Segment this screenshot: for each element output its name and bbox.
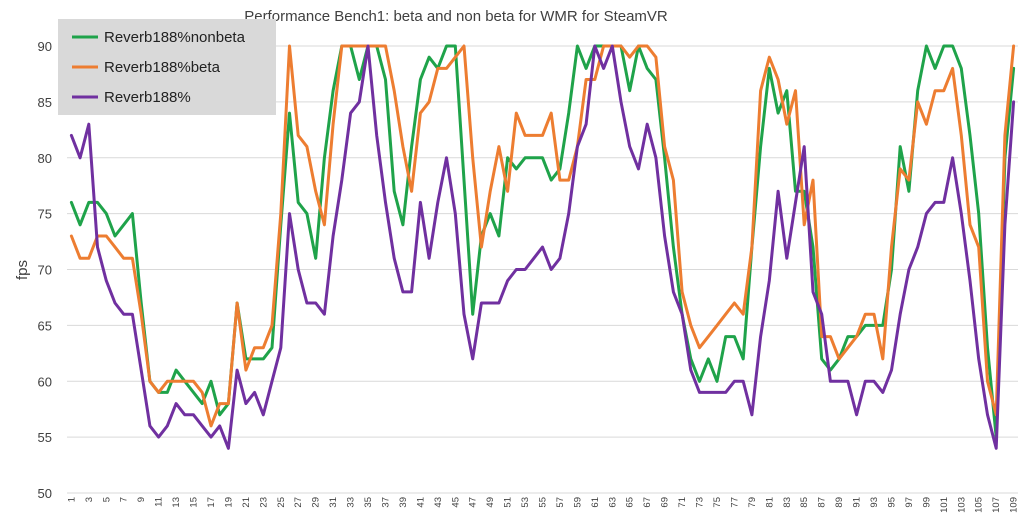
x-tick-label: 47 (468, 497, 479, 508)
y-tick-label: 70 (38, 263, 52, 278)
x-tick-label: 11 (154, 497, 165, 507)
x-tick-label: 5 (101, 497, 112, 502)
y-tick-label: 85 (38, 95, 52, 110)
x-tick-label: 91 (852, 497, 863, 508)
x-tick-label: 39 (398, 497, 409, 508)
y-tick-label: 65 (38, 318, 52, 333)
x-tick-label: 101 (939, 497, 950, 513)
x-tick-label: 51 (503, 497, 514, 508)
y-axis-label: fps (14, 260, 31, 280)
x-tick-label: 87 (817, 497, 828, 508)
x-tick-label: 27 (293, 497, 304, 508)
x-tick-label: 63 (607, 497, 618, 508)
x-tick-label: 79 (747, 497, 758, 508)
legend-item: Reverb188%nonbeta (72, 29, 246, 46)
x-tick-label: 99 (921, 497, 932, 508)
x-tick-label: 1 (66, 497, 77, 502)
x-tick-label: 107 (991, 497, 1002, 513)
x-tick-label: 53 (520, 497, 531, 508)
y-tick-label: 80 (38, 151, 52, 166)
x-tick-label: 31 (328, 497, 339, 508)
x-tick-label: 43 (433, 497, 444, 508)
x-tick-label: 71 (677, 497, 688, 508)
x-tick-label: 69 (660, 497, 671, 508)
x-tick-label: 95 (886, 497, 897, 508)
x-tick-label: 45 (450, 497, 461, 508)
x-tick-label: 109 (1009, 497, 1020, 513)
x-tick-label: 17 (206, 497, 217, 508)
series-line-3 (69, 44, 1016, 450)
x-tick-label: 33 (346, 497, 357, 508)
x-tick-label: 37 (380, 497, 391, 508)
x-tick-label: 35 (363, 497, 374, 508)
x-tick-label: 21 (241, 497, 252, 508)
x-tick-label: 77 (729, 497, 740, 508)
x-tick-label: 65 (625, 497, 636, 508)
x-tick-label: 67 (642, 497, 653, 508)
legend-label: Reverb188% (104, 89, 191, 106)
x-tick-label: 49 (485, 497, 496, 508)
legend-item: Reverb188%beta (72, 59, 221, 76)
y-tick-label: 75 (38, 207, 52, 222)
y-tick-label: 60 (38, 374, 52, 389)
legend-label: Reverb188%beta (104, 59, 221, 76)
x-tick-label: 57 (555, 497, 566, 508)
x-tick-label: 3 (84, 497, 95, 502)
x-tick-label: 89 (834, 497, 845, 508)
x-tick-label: 73 (695, 497, 706, 508)
chart-title: Performance Bench1: beta and non beta fo… (244, 8, 668, 25)
x-tick-label: 9 (136, 497, 147, 502)
series-lines (69, 44, 1016, 450)
x-tick-label: 85 (799, 497, 810, 508)
x-tick-label: 19 (223, 497, 234, 508)
x-tick-label: 83 (782, 497, 793, 508)
x-tick-label: 23 (258, 497, 269, 508)
series-line-2 (69, 44, 1016, 428)
y-tick-label: 90 (38, 39, 52, 54)
x-tick-label: 41 (415, 497, 426, 508)
x-tick-label: 55 (538, 497, 549, 508)
y-axis-ticks: 50 55 60 65 70 75 80 85 90 (38, 39, 52, 501)
x-tick-label: 105 (974, 497, 985, 513)
x-tick-label: 13 (171, 497, 182, 508)
x-axis-ticks: 1 3 5 7 9 11 13 15 17 19 21 23 25 27 29 31 33 35 37 39 41 43 4… (66, 497, 1019, 513)
x-tick-label: 61 (590, 497, 601, 508)
y-tick-label: 50 (38, 486, 52, 501)
legend-label: Reverb188%nonbeta (104, 29, 246, 46)
x-tick-label: 81 (764, 497, 775, 508)
y-tick-label: 55 (38, 430, 52, 445)
x-tick-label: 75 (712, 497, 723, 508)
x-tick-label: 97 (904, 497, 915, 508)
legend-item: Reverb188% (72, 89, 191, 106)
x-tick-label: 15 (189, 497, 200, 508)
x-tick-label: 93 (869, 497, 880, 508)
x-tick-label: 59 (572, 497, 583, 508)
x-tick-label: 7 (119, 497, 130, 502)
legend: Reverb188%nonbeta Reverb188%beta Reverb1… (58, 19, 276, 115)
x-tick-label: 29 (311, 497, 322, 508)
x-tick-label: 103 (956, 497, 967, 513)
x-tick-label: 25 (276, 497, 287, 508)
